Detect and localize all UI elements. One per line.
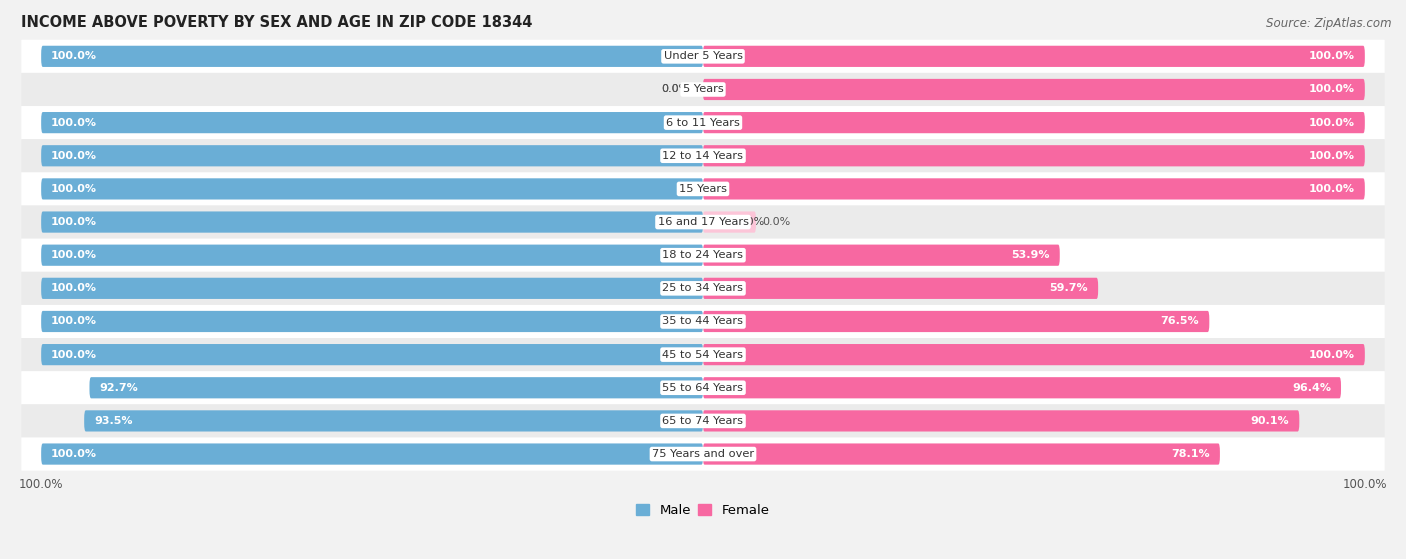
Text: Under 5 Years: Under 5 Years <box>664 51 742 61</box>
FancyBboxPatch shape <box>41 344 703 365</box>
Text: 16 and 17 Years: 16 and 17 Years <box>658 217 748 227</box>
FancyBboxPatch shape <box>21 305 1385 338</box>
Text: 75 Years and over: 75 Years and over <box>652 449 754 459</box>
Text: 100.0%: 100.0% <box>51 151 97 161</box>
FancyBboxPatch shape <box>703 245 1060 266</box>
FancyBboxPatch shape <box>21 206 1385 239</box>
FancyBboxPatch shape <box>703 211 756 233</box>
FancyBboxPatch shape <box>21 73 1385 106</box>
Text: 100.0%: 100.0% <box>1309 51 1355 61</box>
Text: 59.7%: 59.7% <box>1049 283 1088 293</box>
Text: 100.0%: 100.0% <box>51 283 97 293</box>
FancyBboxPatch shape <box>703 178 1365 200</box>
Text: 15 Years: 15 Years <box>679 184 727 194</box>
Text: 92.7%: 92.7% <box>100 383 138 393</box>
FancyBboxPatch shape <box>41 211 703 233</box>
FancyBboxPatch shape <box>90 377 703 399</box>
FancyBboxPatch shape <box>21 106 1385 139</box>
Text: 100.0%: 100.0% <box>51 184 97 194</box>
FancyBboxPatch shape <box>41 112 703 133</box>
Text: 90.1%: 90.1% <box>1251 416 1289 426</box>
Text: 100.0%: 100.0% <box>51 316 97 326</box>
FancyBboxPatch shape <box>41 245 703 266</box>
Text: 53.9%: 53.9% <box>1011 250 1050 260</box>
FancyBboxPatch shape <box>21 239 1385 272</box>
FancyBboxPatch shape <box>703 278 1098 299</box>
FancyBboxPatch shape <box>703 344 1365 365</box>
FancyBboxPatch shape <box>41 145 703 167</box>
Text: 100.0%: 100.0% <box>51 51 97 61</box>
FancyBboxPatch shape <box>41 443 703 465</box>
Text: 76.5%: 76.5% <box>1161 316 1199 326</box>
FancyBboxPatch shape <box>703 145 1365 167</box>
Text: Source: ZipAtlas.com: Source: ZipAtlas.com <box>1267 17 1392 30</box>
FancyBboxPatch shape <box>703 79 1365 100</box>
FancyBboxPatch shape <box>41 311 703 332</box>
Text: 100.0%: 100.0% <box>1309 84 1355 94</box>
Text: 12 to 14 Years: 12 to 14 Years <box>662 151 744 161</box>
FancyBboxPatch shape <box>21 139 1385 172</box>
Text: 6 to 11 Years: 6 to 11 Years <box>666 117 740 127</box>
FancyBboxPatch shape <box>703 112 1365 133</box>
Text: 78.1%: 78.1% <box>1171 449 1211 459</box>
Text: 100.0%: 100.0% <box>1309 184 1355 194</box>
Text: 0.0%: 0.0% <box>661 84 690 94</box>
FancyBboxPatch shape <box>21 338 1385 371</box>
Text: 100.0%: 100.0% <box>51 250 97 260</box>
FancyBboxPatch shape <box>21 371 1385 404</box>
FancyBboxPatch shape <box>703 311 1209 332</box>
FancyBboxPatch shape <box>21 438 1385 471</box>
Legend: Male, Female: Male, Female <box>631 499 775 522</box>
Text: 93.5%: 93.5% <box>94 416 132 426</box>
FancyBboxPatch shape <box>41 278 703 299</box>
Text: 0.0%: 0.0% <box>737 217 765 227</box>
Text: 18 to 24 Years: 18 to 24 Years <box>662 250 744 260</box>
FancyBboxPatch shape <box>21 172 1385 206</box>
FancyBboxPatch shape <box>21 40 1385 73</box>
Text: 45 to 54 Years: 45 to 54 Years <box>662 349 744 359</box>
Text: 100.0%: 100.0% <box>1309 151 1355 161</box>
FancyBboxPatch shape <box>703 377 1341 399</box>
Text: 55 to 64 Years: 55 to 64 Years <box>662 383 744 393</box>
Text: 100.0%: 100.0% <box>51 449 97 459</box>
FancyBboxPatch shape <box>21 272 1385 305</box>
Text: 100.0%: 100.0% <box>51 217 97 227</box>
FancyBboxPatch shape <box>41 46 703 67</box>
Text: 0.0%: 0.0% <box>661 84 690 94</box>
Text: 0.0%: 0.0% <box>762 217 790 227</box>
FancyBboxPatch shape <box>21 404 1385 438</box>
FancyBboxPatch shape <box>41 178 703 200</box>
Text: 100.0%: 100.0% <box>51 117 97 127</box>
Text: 100.0%: 100.0% <box>1309 349 1355 359</box>
Text: 100.0%: 100.0% <box>1309 117 1355 127</box>
Text: 96.4%: 96.4% <box>1292 383 1331 393</box>
Text: INCOME ABOVE POVERTY BY SEX AND AGE IN ZIP CODE 18344: INCOME ABOVE POVERTY BY SEX AND AGE IN Z… <box>21 15 533 30</box>
FancyBboxPatch shape <box>703 443 1220 465</box>
Text: 100.0%: 100.0% <box>51 349 97 359</box>
Text: 5 Years: 5 Years <box>683 84 723 94</box>
Text: 25 to 34 Years: 25 to 34 Years <box>662 283 744 293</box>
FancyBboxPatch shape <box>84 410 703 432</box>
Text: 65 to 74 Years: 65 to 74 Years <box>662 416 744 426</box>
Text: 35 to 44 Years: 35 to 44 Years <box>662 316 744 326</box>
FancyBboxPatch shape <box>703 410 1299 432</box>
FancyBboxPatch shape <box>703 46 1365 67</box>
